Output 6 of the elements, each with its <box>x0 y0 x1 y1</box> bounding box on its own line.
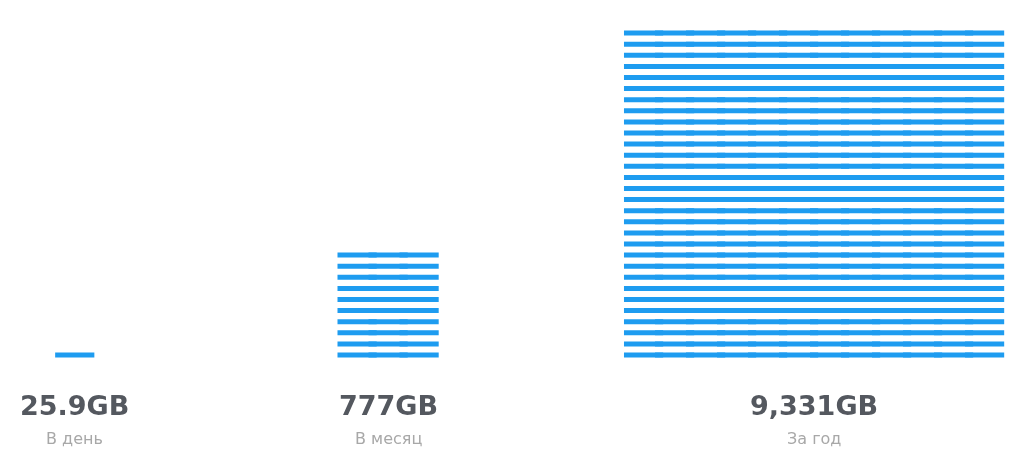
category-label: В месяц <box>355 429 423 448</box>
category-label: За год <box>787 429 842 448</box>
data-label: 25.9GB <box>20 390 130 421</box>
data-label: 9,331GB <box>750 390 879 421</box>
data-label: 777GB <box>339 390 439 421</box>
category-label: В день <box>46 429 103 448</box>
